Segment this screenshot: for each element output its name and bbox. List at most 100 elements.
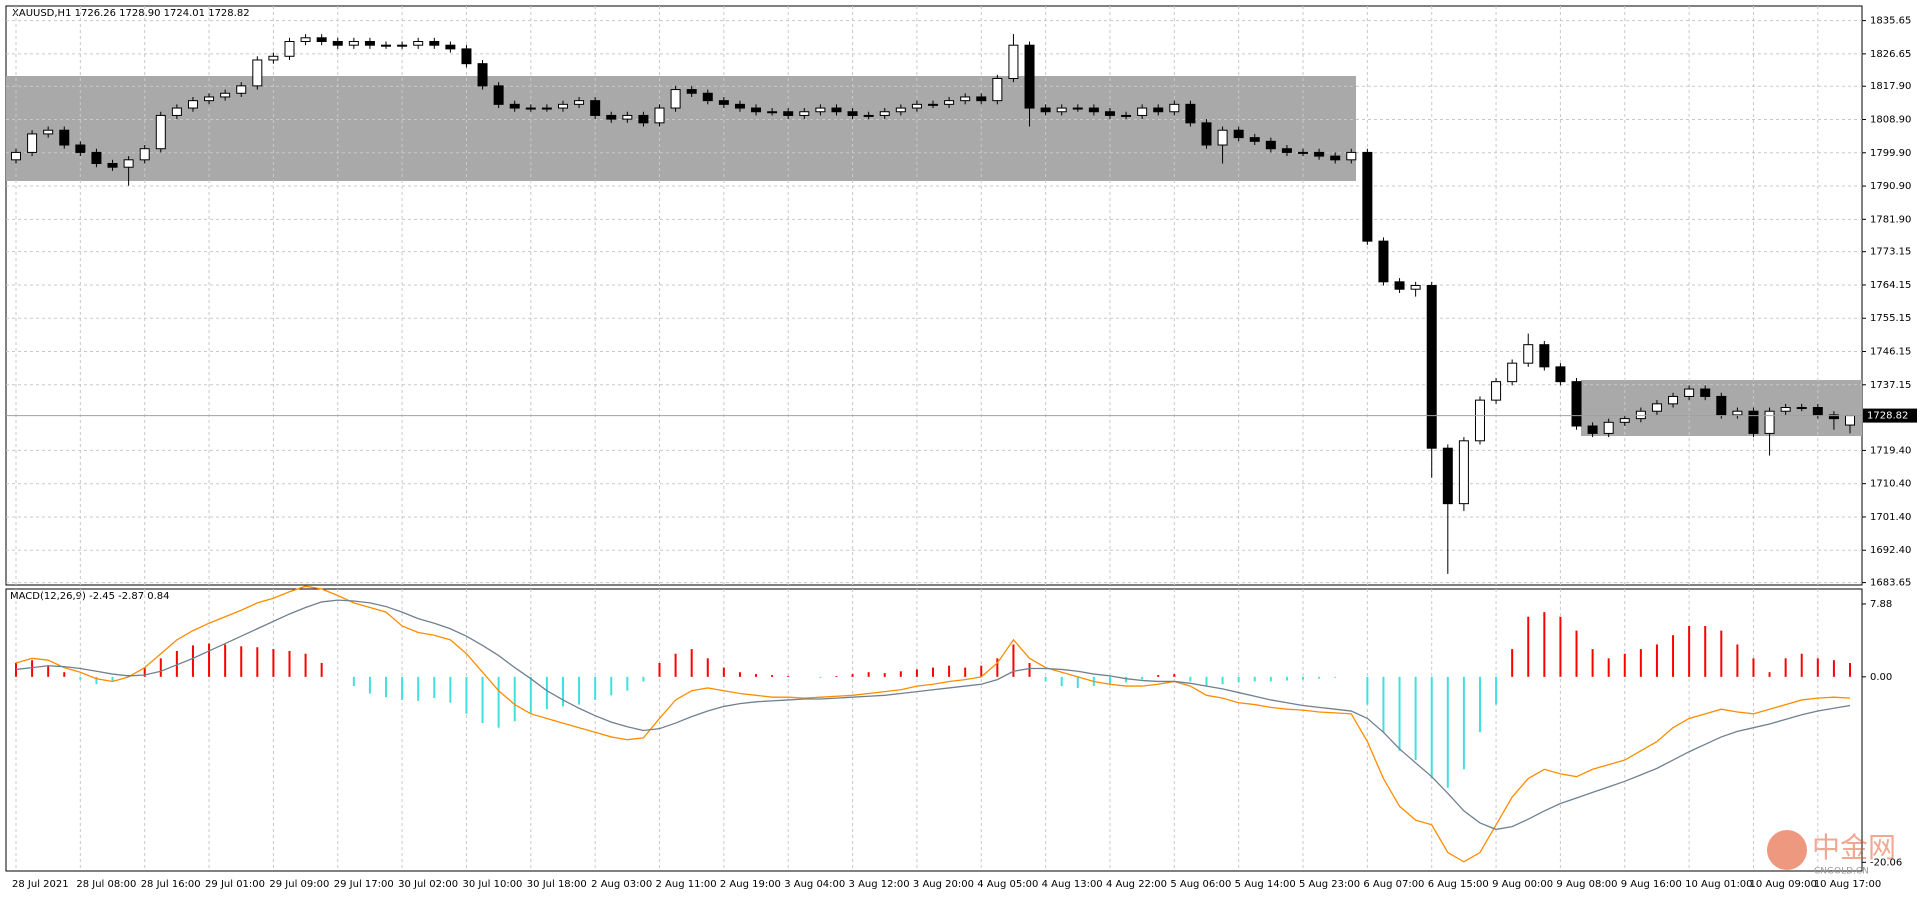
x-tick-label: 9 Aug 00:00 — [1492, 879, 1553, 890]
candle-body — [75, 144, 86, 153]
x-tick-label: 2 Aug 03:00 — [591, 879, 652, 890]
x-tick-label: 29 Jul 09:00 — [269, 879, 329, 890]
y2-tick-label: 7.88 — [1870, 599, 1892, 610]
y-tick-label: 1799.90 — [1870, 148, 1911, 159]
candle-body — [1201, 122, 1212, 146]
candle-body — [1474, 399, 1485, 442]
candle-body — [992, 77, 1003, 102]
candle-body — [1346, 151, 1357, 161]
x-tick-label: 5 Aug 14:00 — [1235, 879, 1296, 890]
x-tick-label: 28 Jul 08:00 — [76, 879, 136, 890]
candle-body — [477, 63, 488, 87]
candle-body — [1442, 447, 1453, 505]
y-tick-label: 1746.15 — [1870, 347, 1911, 358]
candle-body — [397, 44, 408, 47]
candle-body — [1603, 421, 1614, 434]
candle-body — [879, 111, 890, 116]
candle-body — [1378, 240, 1389, 283]
x-tick-label: 29 Jul 17:00 — [334, 879, 394, 890]
candle-body — [1072, 107, 1083, 110]
candle-body — [171, 107, 182, 116]
candle-body — [928, 103, 938, 106]
x-tick-label: 3 Aug 20:00 — [913, 879, 974, 890]
x-tick-label: 30 Jul 02:00 — [398, 879, 458, 890]
candle-body — [1137, 107, 1148, 116]
x-tick-label: 5 Aug 06:00 — [1170, 879, 1231, 890]
watermark-logo — [1767, 830, 1807, 870]
candle-body — [348, 40, 359, 46]
macd-panel — [5, 588, 1863, 872]
candle-body — [525, 107, 536, 110]
candle-body — [1651, 403, 1662, 412]
candle-body — [1362, 151, 1373, 242]
candle-body — [1491, 381, 1502, 401]
candle-body — [911, 103, 922, 109]
y-tick-label: 1764.15 — [1870, 280, 1911, 291]
candle-body — [139, 148, 150, 161]
candle-body — [1845, 415, 1855, 426]
last-price-box — [1863, 408, 1917, 423]
candle-body — [1281, 148, 1292, 153]
candle-body — [1828, 414, 1839, 420]
candle-body — [429, 40, 440, 46]
candle-body — [236, 85, 247, 94]
y-tick-label: 1692.40 — [1870, 545, 1911, 556]
candle-body — [364, 40, 375, 46]
candle-body — [1796, 407, 1807, 410]
candle-body — [734, 103, 745, 109]
candle-body — [268, 55, 279, 61]
y-tick-label: 1790.90 — [1870, 181, 1911, 192]
candle-body — [670, 89, 681, 109]
candle-body — [1104, 111, 1115, 116]
candle-body — [751, 107, 762, 113]
candle-body — [1056, 107, 1067, 113]
y2-tick-label: -20.06 — [1870, 857, 1902, 868]
candle-body — [107, 163, 118, 168]
candle-body — [1008, 44, 1019, 79]
candle-body — [574, 100, 585, 105]
y-tick-label: 1737.15 — [1870, 380, 1911, 391]
candle-body — [252, 59, 263, 87]
candle-body — [895, 107, 906, 113]
candle-body — [702, 92, 713, 102]
candle-body — [1233, 129, 1244, 139]
candle-body — [847, 111, 858, 116]
x-tick-label: 2 Aug 19:00 — [720, 879, 781, 890]
y-tick-label: 1773.15 — [1870, 247, 1911, 258]
candle-body — [204, 96, 215, 102]
candle-body — [27, 133, 38, 153]
candle-body — [220, 92, 231, 98]
x-tick-label: 28 Jul 16:00 — [141, 879, 201, 890]
candle-body — [1121, 114, 1132, 117]
candle-body — [622, 114, 633, 120]
x-tick-label: 10 Aug 01:00 — [1685, 879, 1752, 890]
candle-body — [1748, 410, 1759, 434]
x-tick-label: 30 Jul 10:00 — [462, 879, 522, 890]
candle-body — [557, 103, 568, 109]
candle-body — [1668, 395, 1679, 405]
x-tick-label: 9 Aug 08:00 — [1556, 879, 1617, 890]
candle-body — [509, 103, 520, 109]
x-tick-label: 6 Aug 07:00 — [1363, 879, 1424, 890]
candle-body — [1265, 140, 1276, 150]
candle-body — [1088, 107, 1099, 113]
x-tick-label: 29 Jul 01:00 — [205, 879, 265, 890]
candle-body — [332, 40, 343, 46]
indicator-label: MACD(12,26,9) -2.45 -2.87 0.84 — [10, 591, 170, 602]
candle-body — [863, 114, 874, 117]
y-tick-label: 1826.65 — [1870, 49, 1911, 60]
range-zone — [6, 76, 1356, 181]
candle-body — [1314, 151, 1325, 157]
candle-body — [1169, 103, 1180, 113]
candle-body — [944, 100, 955, 105]
x-tick-label: 6 Aug 15:00 — [1428, 879, 1489, 890]
y-tick-label: 1808.90 — [1870, 115, 1911, 126]
candle-body — [1619, 418, 1630, 423]
candle-body — [1298, 151, 1309, 154]
candle-body — [493, 85, 504, 105]
candle-body — [1684, 388, 1695, 397]
y-tick-label: 1710.40 — [1870, 479, 1911, 490]
candle-body — [1732, 410, 1743, 416]
candle-body — [1507, 362, 1518, 383]
